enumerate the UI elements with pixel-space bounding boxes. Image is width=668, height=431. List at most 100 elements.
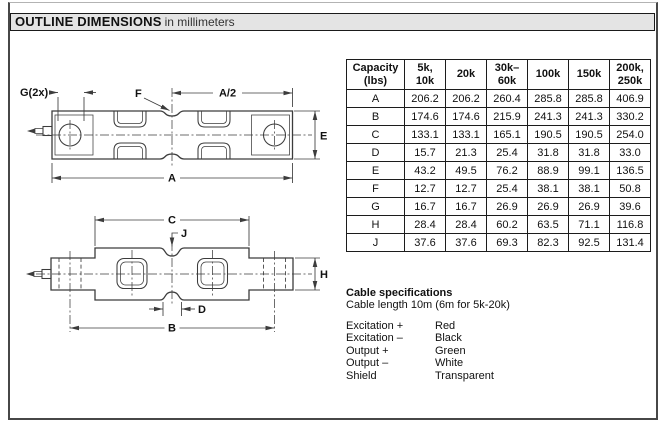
dimension-value: 28.4 <box>404 215 446 234</box>
dimension-value: 16.7 <box>445 197 487 216</box>
dimension-value: 38.1 <box>568 179 610 198</box>
table-row: B 174.6 174.6 215.9 241.3 241.3 330.2 <box>346 107 651 126</box>
dimension-letter: J <box>346 233 405 252</box>
dimension-value: 28.4 <box>445 215 487 234</box>
dimension-value: 190.5 <box>527 125 569 144</box>
dim-label-c: C <box>168 215 176 227</box>
dimension-value: 82.3 <box>527 233 569 252</box>
dimension-value: 60.2 <box>486 215 528 234</box>
dim-label-h: H <box>320 269 328 281</box>
table-row: E 43.2 49.5 76.2 88.9 99.1 136.5 <box>346 161 651 180</box>
cable-specifications: Cable specifications Cable length 10m (6… <box>346 287 510 382</box>
wire-color: Red <box>435 320 456 332</box>
cable-length-note: Cable length 10m (6m for 5k-20k) <box>346 299 510 311</box>
dimension-value: 43.2 <box>404 161 446 180</box>
dimension-letter: E <box>346 161 405 180</box>
wire-color: Transparent <box>435 369 494 382</box>
cable-specs-title: Cable specifications <box>346 287 453 299</box>
dimension-letter: A <box>346 89 405 108</box>
dim-e: E <box>294 110 327 160</box>
table-row: F 12.7 12.7 25.4 38.1 38.1 50.8 <box>346 179 651 198</box>
dim-label-a: A <box>168 173 176 185</box>
page-border <box>8 2 658 420</box>
wire-color: Black <box>435 332 462 345</box>
dimension-value: 206.2 <box>404 89 446 108</box>
cable-wire-row: Excitation – Black <box>346 332 510 344</box>
table-row: H 28.4 28.4 60.2 63.5 71.1 116.8 <box>346 215 651 234</box>
dimension-value: 285.8 <box>527 89 569 108</box>
dimension-value: 26.9 <box>527 197 569 216</box>
column-header: Capacity (lbs) <box>346 59 405 90</box>
dim-a-half: A/2 <box>172 86 293 107</box>
cable-wire-row: Output + Green <box>346 345 510 357</box>
dimension-value: 33.0 <box>609 143 651 162</box>
dimension-value: 25.4 <box>486 179 528 198</box>
dimension-value: 38.1 <box>527 179 569 198</box>
wire-signal: Output – <box>346 357 389 370</box>
cable-gland <box>27 125 53 137</box>
dimension-value: 26.9 <box>486 197 528 216</box>
dim-f: F <box>135 88 170 111</box>
dimension-value: 133.1 <box>445 125 487 144</box>
dimension-letter: H <box>346 215 405 234</box>
dim-a: A <box>51 163 293 185</box>
cable-gland <box>26 268 52 280</box>
dimension-value: 12.7 <box>404 179 446 198</box>
table-row: G 16.7 16.7 26.9 26.9 26.9 39.6 <box>346 197 651 216</box>
dim-d: D <box>149 302 206 316</box>
dimension-value: 15.7 <box>404 143 446 162</box>
dimension-value: 69.3 <box>486 233 528 252</box>
wire-color: White <box>435 357 464 370</box>
dimension-value: 12.7 <box>445 179 487 198</box>
dimension-value: 330.2 <box>609 107 651 126</box>
dim-b: B <box>70 321 275 335</box>
dimension-letter: C <box>346 125 405 144</box>
dimension-value: 116.8 <box>609 215 651 234</box>
dimension-value: 174.6 <box>445 107 487 126</box>
dimension-value: 31.8 <box>527 143 569 162</box>
body-outline <box>50 247 294 301</box>
dimension-letter: G <box>346 197 405 216</box>
dimension-value: 92.5 <box>568 233 610 252</box>
column-header: 20k <box>445 59 487 90</box>
dimension-value: 39.6 <box>609 197 651 216</box>
dim-label-f: F <box>135 88 142 100</box>
wire-signal: Shield <box>346 369 377 382</box>
dim-label-e: E <box>320 131 327 143</box>
dimension-value: 76.2 <box>486 161 528 180</box>
dimension-value: 254.0 <box>609 125 651 144</box>
cable-wire-row: Excitation + Red <box>346 320 510 332</box>
dim-c: C <box>94 213 250 246</box>
dim-j: J <box>169 228 187 247</box>
relief-slot <box>113 111 147 128</box>
cable-wire-row: Shield Transparent <box>346 370 510 382</box>
section-title: OUTLINE DIMENSIONS <box>15 14 162 29</box>
top-view-drawing: C J H D <box>26 213 328 335</box>
table-row: D 15.7 21.3 25.4 31.8 31.8 33.0 <box>346 143 651 162</box>
dimension-value: 174.6 <box>404 107 446 126</box>
dimension-letter: F <box>346 179 405 198</box>
dim-label-d: D <box>198 304 206 316</box>
dimension-value: 16.7 <box>404 197 446 216</box>
dimension-letter: D <box>346 143 405 162</box>
dimension-value: 37.6 <box>445 233 487 252</box>
dimension-value: 88.9 <box>527 161 569 180</box>
dimension-value: 133.1 <box>404 125 446 144</box>
section-header: OUTLINE DIMENSIONS in millimeters <box>10 13 655 31</box>
cable-wire-row: Output – White <box>346 357 510 369</box>
wire-signal: Excitation – <box>346 332 403 345</box>
side-view-drawing: G(2x) F A/2 E <box>20 86 327 185</box>
dimension-value: 63.5 <box>527 215 569 234</box>
dim-label-b: B <box>168 323 176 335</box>
dimension-value: 241.3 <box>568 107 610 126</box>
dimension-value: 285.8 <box>568 89 610 108</box>
dimension-value: 190.5 <box>568 125 610 144</box>
table-row: A 206.2 206.2 260.4 285.8 285.8 406.9 <box>346 89 651 108</box>
column-header: 200k, 250k <box>609 59 651 90</box>
dimension-value: 99.1 <box>568 161 610 180</box>
dimension-value: 165.1 <box>486 125 528 144</box>
column-header: 5k, 10k <box>404 59 446 90</box>
wire-signal: Output + <box>346 344 389 357</box>
